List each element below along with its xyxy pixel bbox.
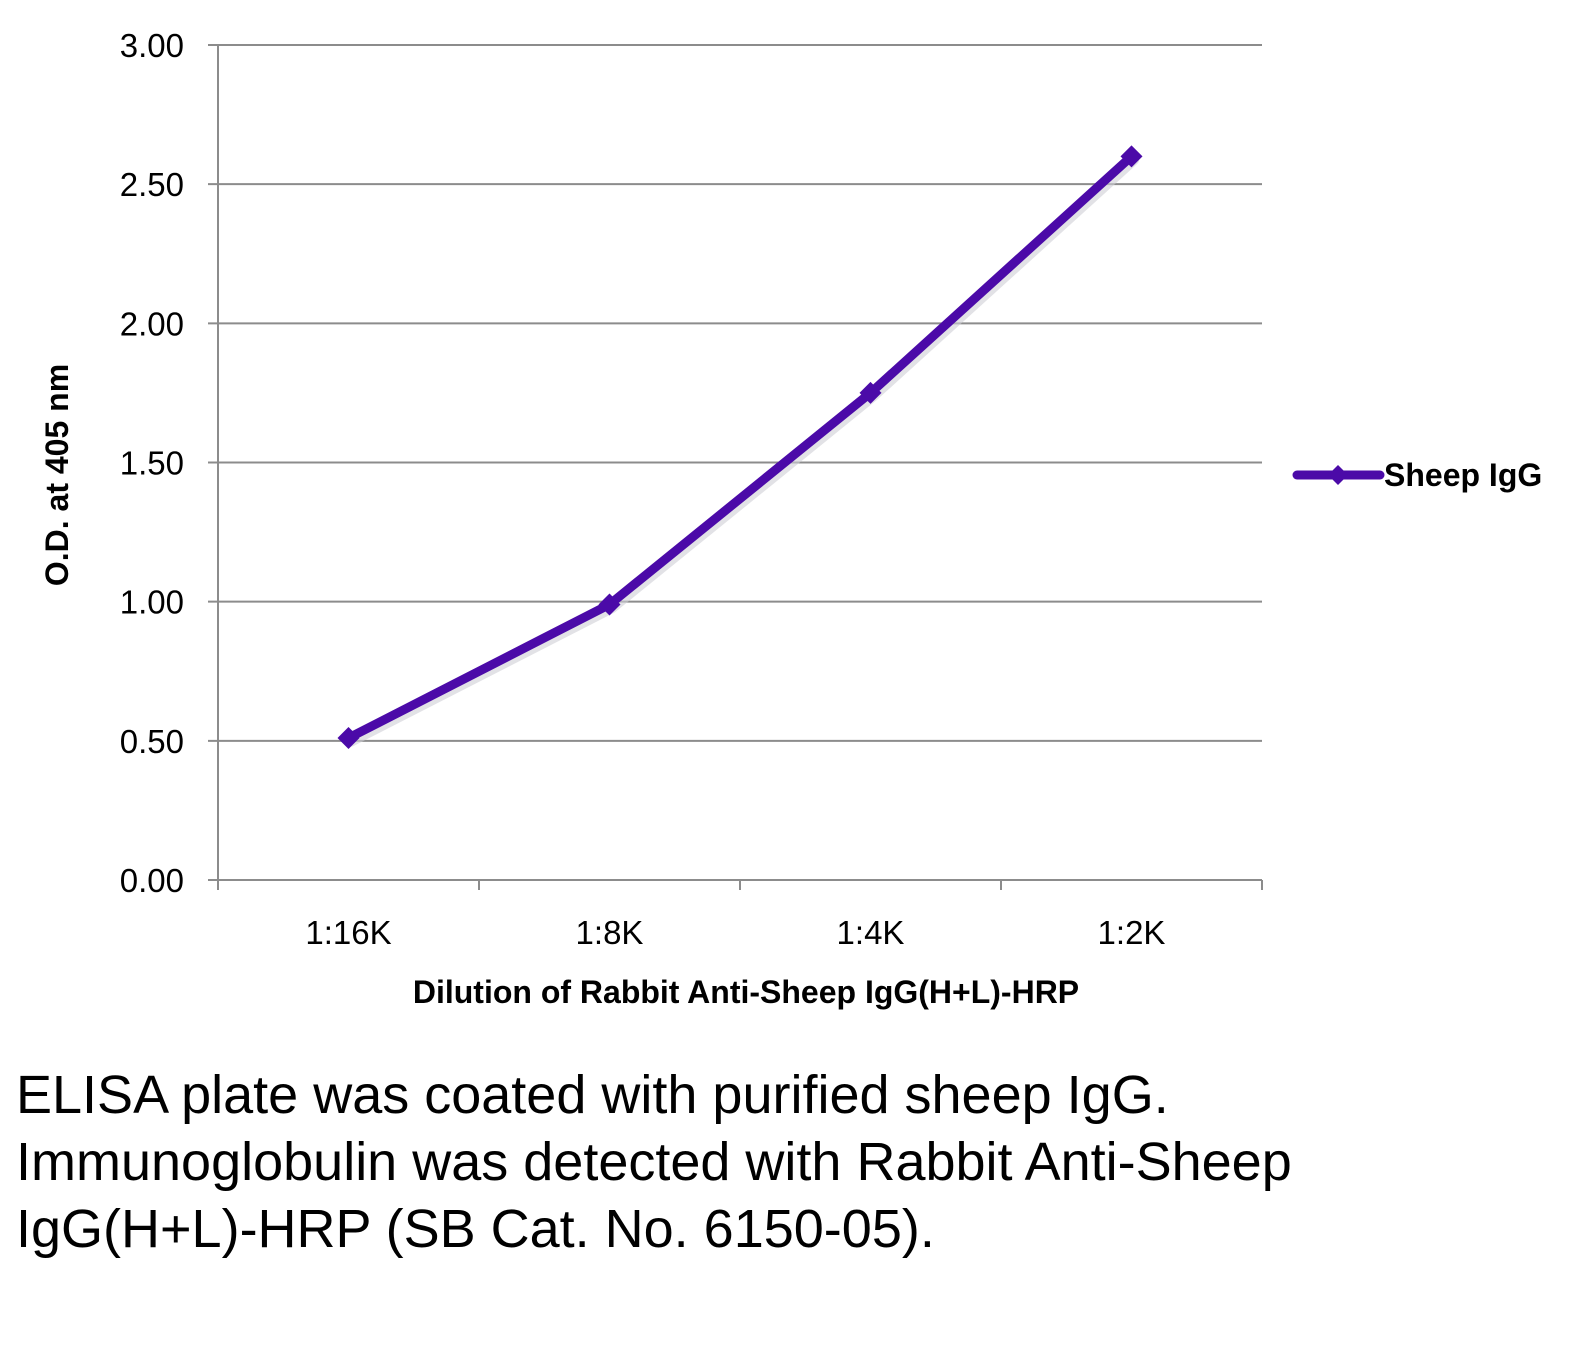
x-tick-label-1: 1:8K — [576, 914, 644, 951]
y-tick-label-6: 3.00 — [120, 27, 184, 64]
data-point-0-2 — [859, 381, 882, 404]
axes — [208, 45, 1263, 890]
y-axis-title: O.D. at 405 nm — [39, 364, 75, 586]
data-point-0-3 — [1120, 145, 1143, 168]
y-tick-labels: 0.00 0.50 1.00 1.50 2.00 2.50 3.00 — [120, 27, 184, 899]
y-tick-label-4: 2.00 — [120, 305, 184, 342]
x-tick-label-0: 1:16K — [305, 914, 391, 951]
y-tick-label-0: 0.00 — [120, 862, 184, 899]
elisa-line-chart: 0.000.501.001.502.002.503.00 1:16K 1:8K 1:… — [39, 27, 1542, 1010]
series-shadow-0 — [347, 155, 1139, 747]
y-tick-label-2: 1.00 — [120, 584, 184, 621]
series-line-0 — [344, 151, 1136, 743]
x-tick-labels: 1:16K 1:8K 1:4K 1:2K — [305, 914, 1165, 951]
legend-label-sheep-igg: Sheep IgG — [1384, 457, 1542, 493]
x-axis-title: Dilution of Rabbit Anti-Sheep IgG(H+L)-H… — [413, 974, 1079, 1010]
data-markers — [337, 145, 1143, 750]
y-tick-label-1: 0.50 — [120, 723, 184, 760]
x-tick-label-2: 1:4K — [837, 914, 905, 951]
data-point-0-1 — [598, 593, 621, 616]
gridlines — [208, 44, 1262, 742]
data-point-0-0 — [337, 727, 360, 750]
legend-marker — [1328, 465, 1348, 485]
y-tick-label-3: 1.50 — [120, 445, 184, 482]
series-lines — [344, 151, 1139, 747]
legend: Sheep IgG — [1292, 457, 1542, 493]
x-tick-label-3: 1:2K — [1098, 914, 1166, 951]
y-tick-label-5: 2.50 — [120, 166, 184, 203]
figure-caption: ELISA plate was coated with purified she… — [16, 1065, 1292, 1259]
